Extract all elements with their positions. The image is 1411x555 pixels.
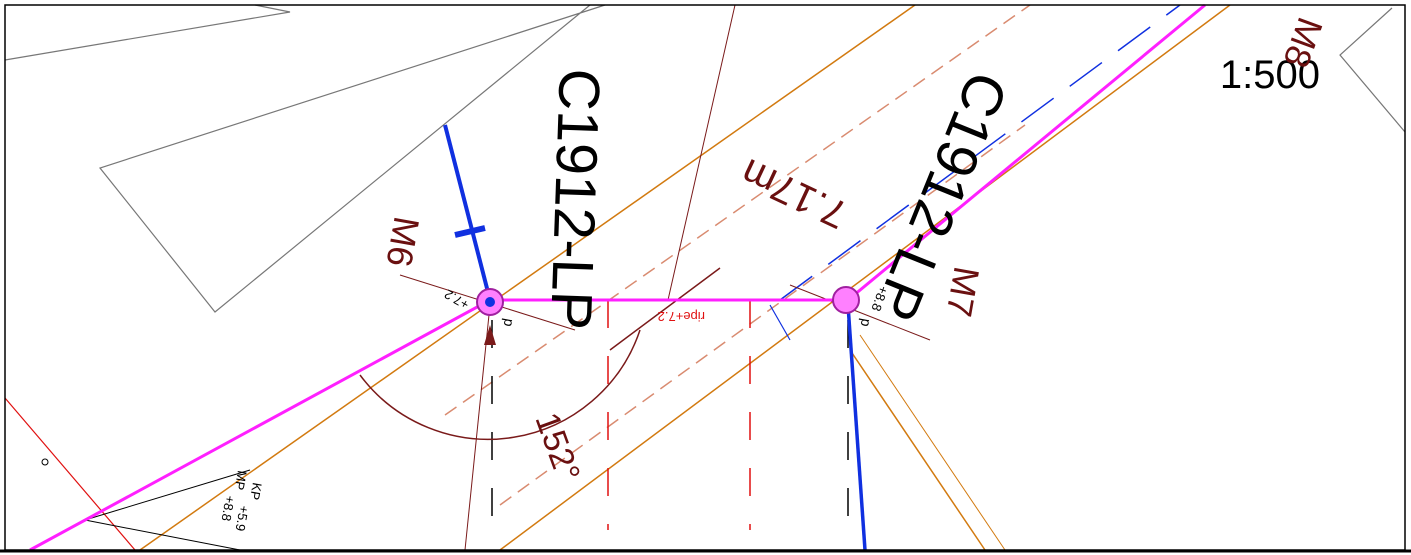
- stay: [443, 124, 492, 301]
- blue-tick: [769, 304, 791, 341]
- annotation: +8.8: [219, 494, 238, 522]
- leader: [84, 519, 241, 551]
- annotation: +5.9: [233, 504, 252, 532]
- cable-line: [779, 4, 1181, 301]
- pole-label: C1912-LP: [538, 68, 612, 331]
- annotation: ripe+7.2: [658, 309, 705, 324]
- dashed-line: [444, 4, 1031, 416]
- annotation: KP: [247, 481, 265, 501]
- stay-marker: [454, 225, 486, 238]
- annotation: p: [858, 317, 875, 328]
- pole-mark: M7: [938, 264, 987, 320]
- annotation: p: [501, 317, 518, 328]
- brown-line: [667, 4, 736, 301]
- point: [41, 458, 49, 466]
- stay: [846, 304, 867, 551]
- road-edge: [139, 4, 916, 551]
- road-edge: [849, 349, 986, 551]
- road-edge: [499, 4, 1231, 551]
- scale-label: 1:500: [1220, 53, 1320, 97]
- black-dashes: [491, 320, 849, 530]
- red-dashes: [607, 300, 751, 530]
- angle-arc: [359, 329, 641, 440]
- building-outline: [1339, 7, 1406, 133]
- red-line: [4, 397, 136, 551]
- arrow: [484, 325, 496, 345]
- building-outline: [98, 4, 606, 313]
- annotation: MP: [232, 469, 250, 491]
- pole-center: [485, 297, 495, 307]
- conductor: [29, 3, 1206, 552]
- dashed-line: [499, 124, 1026, 506]
- brown-line: [464, 304, 491, 551]
- pole-mark: M6: [378, 214, 427, 270]
- road-edge: [859, 334, 1006, 551]
- brown-line: [789, 284, 931, 341]
- leader: [84, 469, 251, 521]
- span-arrow: [609, 267, 721, 351]
- building-outline: [4, 4, 291, 61]
- pole: [832, 286, 860, 314]
